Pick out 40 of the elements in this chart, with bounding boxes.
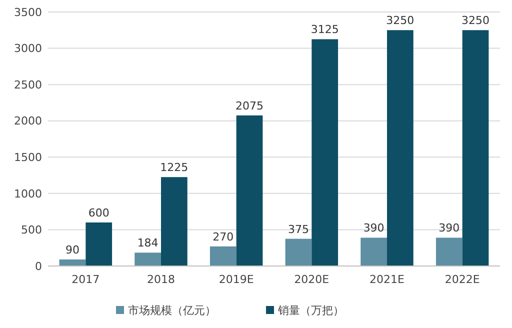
data-label: 2075 xyxy=(236,99,264,112)
y-tick-label: 2500 xyxy=(14,78,42,92)
bar xyxy=(436,238,462,266)
x-tick-label: 2021E xyxy=(370,273,405,286)
data-label: 390 xyxy=(438,222,460,235)
bar xyxy=(161,177,188,266)
y-tick-label: 500 xyxy=(21,224,42,237)
x-tick-label: 2019E xyxy=(218,273,254,286)
x-tick-label: 2022E xyxy=(444,273,480,286)
x-tick-label: 2018 xyxy=(147,273,175,286)
bar xyxy=(387,30,414,266)
y-tick-label: 3500 xyxy=(14,6,42,19)
data-label: 375 xyxy=(288,222,309,236)
legend-label: 市场规模（亿元） xyxy=(128,304,216,317)
bar xyxy=(134,252,161,266)
data-label: 3250 xyxy=(462,14,490,28)
y-tick-label: 1500 xyxy=(14,150,42,164)
bar xyxy=(236,115,263,266)
data-label: 600 xyxy=(88,206,110,220)
y-tick-label: 3000 xyxy=(14,42,42,56)
bar xyxy=(285,238,312,266)
bar xyxy=(210,246,236,266)
y-tick-label: 1000 xyxy=(14,187,42,200)
data-label: 90 xyxy=(65,243,80,256)
data-label: 3125 xyxy=(310,23,339,36)
data-label: 1225 xyxy=(160,161,188,174)
bar xyxy=(312,39,338,266)
data-label: 270 xyxy=(212,230,234,244)
y-tick-label: 2000 xyxy=(14,114,42,128)
x-tick-label: 2017 xyxy=(72,273,100,286)
bar xyxy=(360,238,387,266)
legend-label: 销量（万把） xyxy=(277,304,344,317)
x-tick-label: 2020E xyxy=(294,273,330,286)
y-tick-label: 0 xyxy=(35,260,42,273)
data-label: 390 xyxy=(363,222,384,235)
data-label: 184 xyxy=(137,236,158,250)
bar xyxy=(59,259,86,266)
bar xyxy=(86,222,112,266)
bar xyxy=(462,30,489,266)
data-label: 3250 xyxy=(386,14,414,28)
